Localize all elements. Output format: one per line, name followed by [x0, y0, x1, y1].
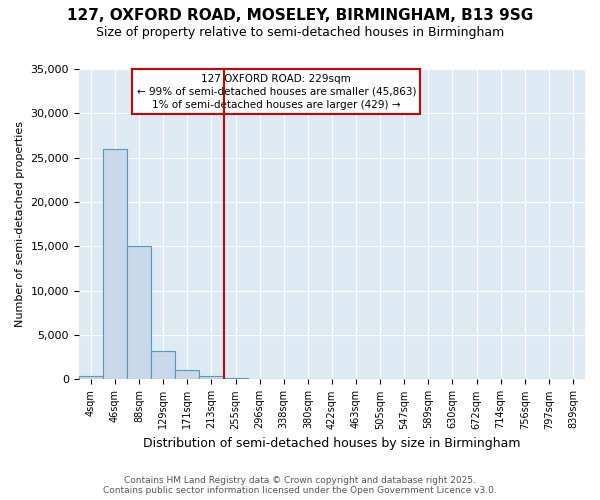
Text: 127, OXFORD ROAD, MOSELEY, BIRMINGHAM, B13 9SG: 127, OXFORD ROAD, MOSELEY, BIRMINGHAM, B…: [67, 8, 533, 22]
X-axis label: Distribution of semi-detached houses by size in Birmingham: Distribution of semi-detached houses by …: [143, 437, 521, 450]
Bar: [103, 149, 127, 380]
Bar: [175, 370, 199, 380]
Bar: [151, 351, 175, 380]
Text: 127 OXFORD ROAD: 229sqm
← 99% of semi-detached houses are smaller (45,863)
1% of: 127 OXFORD ROAD: 229sqm ← 99% of semi-de…: [137, 74, 416, 110]
Text: Contains HM Land Registry data © Crown copyright and database right 2025.
Contai: Contains HM Land Registry data © Crown c…: [103, 476, 497, 495]
Bar: [79, 376, 103, 380]
Bar: [127, 246, 151, 380]
Y-axis label: Number of semi-detached properties: Number of semi-detached properties: [15, 121, 25, 327]
Bar: [224, 378, 248, 380]
Text: Size of property relative to semi-detached houses in Birmingham: Size of property relative to semi-detach…: [96, 26, 504, 39]
Bar: [199, 376, 224, 380]
